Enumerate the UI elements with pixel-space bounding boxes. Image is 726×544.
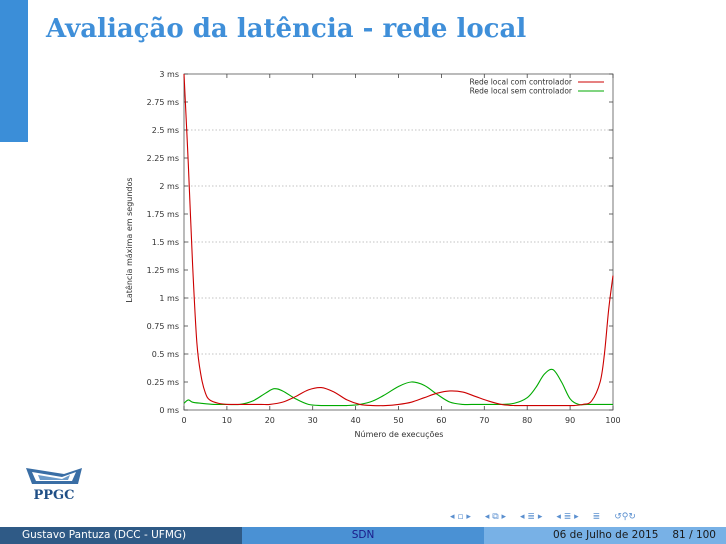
ppgc-logo: PPGC [26,468,82,503]
legend-entry-label: Rede local com controlador [469,78,572,87]
y-tick-label: 0.75 ms [147,322,179,331]
series-line-1 [183,368,613,407]
y-tick-label: 1.5 ms [152,238,179,247]
nav-search-icon[interactable]: ↺⚲↻ [614,512,636,522]
beamer-navigation: ◂ ▫ ▸ ◂ ⧉ ▸ ◂ ≣ ▸ ◂ ≣ ▸ ≣ ↺⚲↻ [450,511,636,523]
y-tick-label: 1.25 ms [147,266,179,275]
x-tick-label: 90 [565,416,575,425]
y-tick-label: 0 ms [159,406,179,415]
y-tick-label: 2 ms [159,182,179,191]
y-tick-label: 2.75 ms [147,98,179,107]
y-tick-label: 1.75 ms [147,210,179,219]
y-tick-label: 3 ms [159,70,179,79]
nav-frame-icon[interactable]: ◂ ▫ ▸ [450,512,471,522]
footer-topic: SDN [242,527,484,544]
grid-layer [184,129,613,355]
nav-section-icon[interactable]: ◂ ≣ ▸ [520,512,543,522]
slide-title: Avaliação da latência - rede local [46,14,527,44]
x-tick-label: 100 [605,416,620,425]
x-tick-label: 40 [351,416,361,425]
x-tick-label: 30 [308,416,318,425]
x-tick-label: 70 [479,416,489,425]
y-tick-label: 2.5 ms [152,126,179,135]
nav-subsection-icon[interactable]: ◂ ⧉ ▸ [484,512,507,522]
legend-entry-label: Rede local sem controlador [470,87,573,96]
series-layer [183,73,614,407]
x-tick-label: 80 [522,416,532,425]
footer-info: 06 de Julho de 2015 81 / 100 [484,527,726,544]
y-tick-label: 0.5 ms [152,350,179,359]
y-tick-label: 2.25 ms [147,154,179,163]
x-tick-label: 20 [265,416,275,425]
series-line-0 [183,73,614,407]
side-accent-bar [0,0,28,142]
x-tick-label: 0 [181,416,186,425]
footer-author: Gustavo Pantuza (DCC - UFMG) [0,527,242,544]
y-tick-label: 1 ms [159,294,179,303]
latency-line-chart: 0 ms 0.25 ms 0.5 ms 0.75 ms 1 ms 1.25 ms 1.5 m… [124,70,621,439]
nav-align-icon[interactable]: ≣ [592,512,601,522]
footer-date: 06 de Julho de 2015 [552,529,659,541]
axis-layer: 0 ms 0.25 ms 0.5 ms 0.75 ms 1 ms 1.25 ms 1.5 m… [147,70,621,425]
ppgc-logo-text: PPGC [34,488,75,503]
x-tick-label: 50 [393,416,403,425]
nav-slide-icon[interactable]: ◂ ≣ ▸ [556,512,579,522]
y-axis-title: Latência máxima em segundos [124,177,134,302]
y-tick-label: 0.25 ms [147,378,179,387]
x-tick-label: 10 [222,416,232,425]
footer: Gustavo Pantuza (DCC - UFMG) SDN 06 de J… [0,527,726,544]
x-axis-title: Número de execuções [355,430,444,439]
footer-page: 81 / 100 [672,529,716,541]
x-tick-label: 60 [436,416,446,425]
